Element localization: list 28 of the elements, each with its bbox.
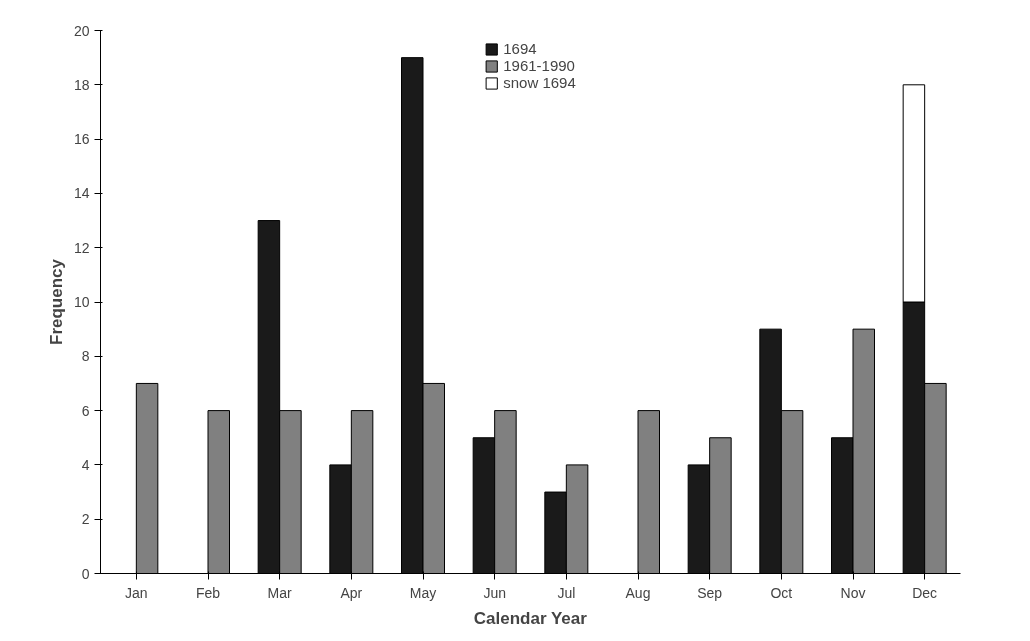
legend-label: 1961-1990 — [503, 57, 575, 74]
x-tick-label: Sep — [697, 584, 723, 601]
x-tick-label: Jan — [125, 584, 148, 601]
x-tick-label: Feb — [195, 584, 221, 601]
legend-label: 1694 — [503, 40, 537, 57]
legend-label: snow 1694 — [503, 74, 576, 91]
x-tick-label: Jul — [557, 584, 576, 601]
y-tick-label: 14 — [73, 185, 90, 202]
y-tick-label: 2 — [81, 511, 90, 528]
y-tick-label: 18 — [73, 76, 90, 93]
x-tick-label: Oct — [770, 584, 793, 601]
x-tick-label: Mar — [267, 584, 293, 601]
y-tick-label: 16 — [73, 131, 90, 148]
y-tick-label: 0 — [81, 565, 90, 582]
y-tick-label: 6 — [81, 402, 90, 419]
x-axis-title: Calendar Year — [473, 608, 588, 628]
y-tick-label: 8 — [81, 348, 90, 365]
y-tick-label: 4 — [81, 456, 90, 473]
x-tick-label: Apr — [340, 584, 363, 601]
y-tick-label: 10 — [73, 294, 90, 310]
y-tick-label: 20 — [73, 22, 90, 39]
x-tick-label: Nov — [840, 584, 866, 601]
x-tick-label: May — [409, 584, 437, 601]
x-tick-label: Jun — [483, 584, 506, 601]
y-tick-label: 12 — [73, 239, 90, 256]
y-axis-title: Frequency — [46, 258, 66, 345]
x-tick-label: Aug — [625, 584, 651, 601]
x-tick-label: Dec — [912, 584, 938, 601]
